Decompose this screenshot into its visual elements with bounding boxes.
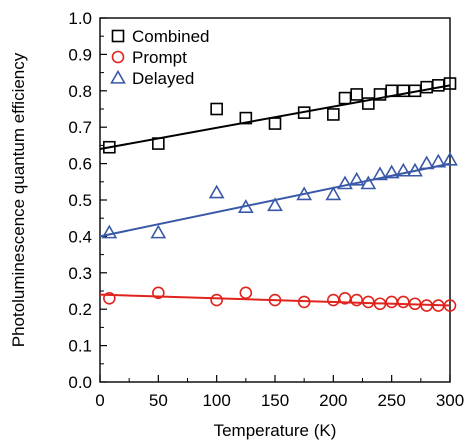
combined-point [327, 108, 340, 121]
x-tick-label: 0 [95, 391, 104, 410]
combined-point [297, 106, 311, 119]
y-tick-label: 0.5 [68, 191, 92, 210]
combined-point [103, 140, 116, 154]
delayed-point [325, 186, 342, 201]
y-tick-label: 0.2 [68, 300, 92, 319]
axes: 0 50 100 150 200 250 300 0.0 0.1 0.2 0.3 0.4 0.5 0.6 0… [68, 9, 464, 410]
x-tick-label: 100 [202, 391, 230, 410]
combined-legend-marker [111, 29, 125, 43]
combined-point [152, 137, 165, 150]
prompt-point [362, 295, 375, 309]
combined-point [443, 77, 457, 90]
prompt-point [297, 295, 311, 309]
combined-point [362, 97, 375, 110]
prompt-legend-label: Prompt [132, 48, 187, 67]
prompt-point [327, 293, 340, 307]
delayed-point [237, 199, 254, 213]
prompt-point [103, 291, 116, 305]
y-axis-title: Photoluminescence quantum efficiency [9, 52, 28, 347]
prompt-point [210, 293, 223, 307]
combined-point [239, 111, 253, 125]
combined-point [350, 88, 363, 101]
delayed-point [430, 153, 447, 168]
delayed-point [442, 151, 458, 166]
combined-point [210, 102, 223, 116]
delayed-point [348, 171, 365, 186]
legend: Combined Prompt Delayed [110, 27, 210, 88]
prompt-point [408, 297, 422, 311]
x-tick-label: 200 [319, 391, 347, 410]
delayed-point [418, 155, 435, 170]
x-tick-label: 300 [436, 391, 464, 410]
prompt-point [350, 293, 363, 307]
delayed-legend-marker [110, 69, 126, 84]
y-tick-label: 0.4 [68, 227, 92, 246]
data-points [101, 77, 458, 312]
delayed-point [337, 175, 353, 190]
delayed-point [208, 184, 225, 199]
y-tick-label: 0.1 [68, 337, 92, 356]
x-tick-label: 250 [377, 391, 405, 410]
delayed-legend-label: Delayed [132, 69, 194, 88]
x-axis-title: Temperature (K) [214, 421, 337, 440]
delayed-point [101, 224, 118, 239]
prompt-point [152, 286, 165, 300]
delayed-point [150, 224, 167, 239]
delayed-point [383, 164, 400, 179]
y-tick-label: 0.7 [68, 118, 92, 137]
y-tick-label: 0.0 [68, 373, 92, 392]
y-tick-label: 0.3 [68, 264, 92, 283]
y-tick-label: 0.9 [68, 45, 92, 64]
delayed-point [395, 162, 412, 177]
prompt-point [239, 286, 253, 300]
combined-point [268, 117, 282, 130]
y-tick-label: 0.8 [68, 82, 92, 101]
combined-legend-label: Combined [132, 27, 210, 46]
y-tick-label: 0.6 [68, 155, 92, 174]
delayed-point [407, 162, 423, 177]
prompt-point [373, 297, 387, 311]
x-tick-label: 150 [261, 391, 289, 410]
prompt-legend-marker [111, 50, 125, 64]
combined-point [338, 91, 352, 105]
delayed-point [296, 186, 313, 201]
prompt-point [443, 299, 457, 312]
x-tick-label: 50 [149, 391, 168, 410]
delayed-point [372, 166, 388, 181]
delayed-point [267, 197, 283, 212]
prompt-fit-line [99, 293, 451, 307]
y-tick-label: 1.0 [68, 9, 92, 28]
prompt-point [268, 293, 282, 307]
prompt-point [397, 295, 410, 309]
combined-point [432, 79, 445, 92]
delayed-point [360, 175, 377, 190]
prompt-point [338, 291, 352, 305]
prompt-point [385, 295, 398, 309]
